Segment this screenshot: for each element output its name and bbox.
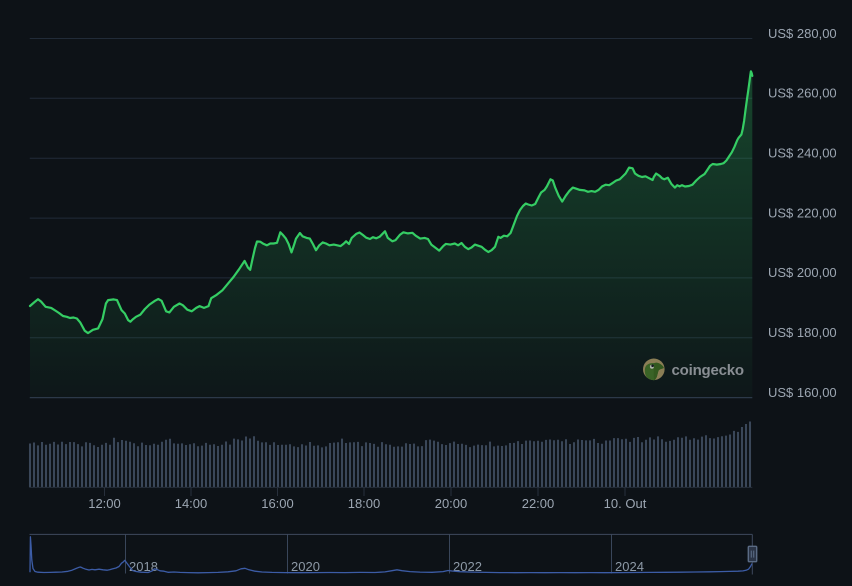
svg-text:20:00: 20:00 (435, 496, 468, 511)
svg-text:2020: 2020 (291, 559, 320, 574)
svg-text:US$ 220,00: US$ 220,00 (768, 205, 837, 220)
svg-text:US$ 160,00: US$ 160,00 (768, 385, 837, 400)
svg-text:22:00: 22:00 (522, 496, 555, 511)
svg-text:US$ 280,00: US$ 280,00 (768, 26, 837, 41)
svg-text:2022: 2022 (453, 559, 482, 574)
svg-text:US$ 260,00: US$ 260,00 (768, 86, 837, 101)
svg-text:10. Out: 10. Out (604, 496, 647, 511)
svg-text:2018: 2018 (129, 559, 158, 574)
svg-text:18:00: 18:00 (348, 496, 381, 511)
svg-text:2024: 2024 (615, 559, 644, 574)
svg-text:coingecko: coingecko (672, 362, 744, 379)
svg-text:12:00: 12:00 (88, 496, 121, 511)
svg-text:US$ 240,00: US$ 240,00 (768, 146, 837, 161)
svg-text:US$ 200,00: US$ 200,00 (768, 265, 837, 280)
svg-text:16:00: 16:00 (261, 496, 294, 511)
svg-text:US$ 180,00: US$ 180,00 (768, 325, 837, 340)
svg-text:14:00: 14:00 (175, 496, 208, 511)
